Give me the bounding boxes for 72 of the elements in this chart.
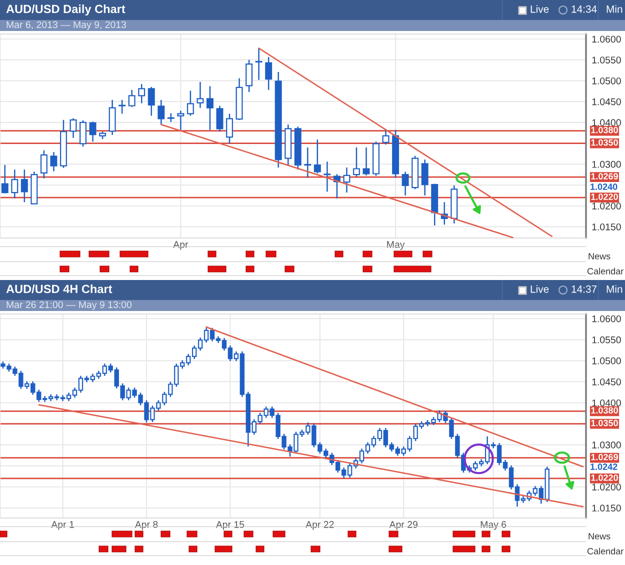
ref-line-label: 1.0380 [591, 407, 618, 414]
ref-line-label: 1.0220 [591, 194, 618, 200]
candlestick [118, 99, 126, 114]
ref-line-label: 1.0380 [591, 126, 618, 134]
y-tick-label: 1.0400 [592, 119, 621, 126]
candlestick [402, 171, 409, 196]
ref-line-label: 1.0269 [591, 173, 618, 180]
y-tick-label: 1.0150 [592, 223, 621, 230]
y-tick-label: 1.0500 [592, 77, 621, 84]
candlestick [20, 168, 28, 203]
candlestick [108, 99, 116, 136]
candlestick [421, 158, 428, 196]
text: Min [606, 285, 622, 293]
candlestick [216, 105, 224, 132]
y-tick-label: 1.0450 [592, 98, 621, 106]
y-tick-label: 1.0450 [592, 378, 621, 386]
candlestick [226, 113, 233, 144]
text: 1.0242 [590, 464, 618, 470]
y-tick-label: 1.0600 [592, 36, 621, 43]
candlestick [196, 81, 204, 108]
y-tick-label: 1.0200 [592, 484, 621, 490]
candlestick [343, 166, 350, 194]
candlestick [324, 161, 331, 192]
candlestick [128, 89, 136, 108]
y-tick-label: 1.0400 [592, 399, 621, 406]
text: 14:34 [572, 5, 597, 13]
y-tick-label: 1.0600 [592, 315, 621, 322]
candlestick [177, 110, 184, 131]
candlestick [70, 118, 77, 138]
y-tick-label: 1.0200 [592, 202, 621, 210]
y-tick-label: 1.0150 [592, 504, 621, 512]
candlestick [80, 120, 86, 148]
chart-title: AUD/USD Daily Chart [6, 4, 126, 16]
y-tick-label: 1.0550 [592, 336, 621, 344]
text: Calendar [587, 268, 624, 274]
candlestick [40, 150, 48, 179]
y-tick-label: 1.0300 [592, 160, 621, 168]
candlestick [382, 129, 390, 146]
text: Calendar [587, 548, 624, 554]
chart-subtitle: Mar 26 21:00 — May 9 13:00 [6, 301, 132, 310]
text: Min [606, 5, 622, 13]
candlestick [206, 86, 214, 131]
candlestick [11, 168, 18, 199]
text: 1.0240 [590, 184, 618, 190]
text: 14:37 [572, 285, 597, 293]
ref-line-label: 1.0350 [591, 139, 618, 146]
text: Live [530, 285, 549, 293]
chart-subtitle: Mar 6, 2013 — May 9, 2013 [6, 21, 126, 30]
candlestick [314, 138, 321, 174]
candlestick [186, 90, 194, 116]
candlestick [265, 56, 272, 91]
text: Live [530, 5, 549, 13]
ref-line-label: 1.0269 [591, 454, 618, 460]
candlestick [362, 146, 370, 176]
y-tick-label: 1.0500 [592, 357, 621, 364]
text: News [588, 533, 610, 540]
chart-title: AUD/USD 4H Chart [6, 284, 112, 294]
candlestick [1, 164, 8, 194]
candlestick [246, 59, 253, 93]
ref-line-label: 1.0350 [591, 420, 618, 426]
candlestick [304, 146, 312, 178]
candlestick [158, 99, 165, 126]
text: News [588, 253, 610, 260]
candlestick [255, 48, 262, 81]
y-tick-label: 1.0550 [592, 56, 621, 64]
candlestick [353, 146, 360, 178]
candlestick [50, 151, 58, 172]
candlestick [148, 86, 155, 116]
ref-line-label: 1.0220 [591, 474, 618, 481]
candlestick [138, 83, 146, 104]
y-tick-label: 1.0300 [592, 442, 621, 448]
candlestick [89, 120, 96, 142]
